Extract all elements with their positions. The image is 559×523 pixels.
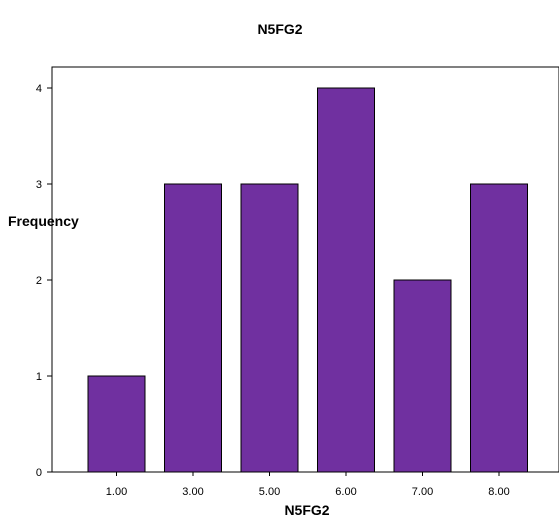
bars — [87, 87, 528, 473]
plot-area-frame — [51, 66, 559, 473]
y-tick-label: 2 — [36, 275, 42, 287]
bar-3.00 — [164, 183, 222, 473]
y-tick-label: 1 — [36, 371, 42, 383]
y-axis-ticks: 0 1 2 3 4 — [36, 83, 52, 479]
x-tick-label: 1.00 — [106, 486, 127, 498]
bar-5.00 — [240, 183, 299, 473]
x-tick-label: 6.00 — [335, 486, 356, 498]
y-axis-label: Frequency — [8, 213, 79, 229]
x-axis-ticks: 1.00 3.00 5.00 6.00 7.00 8.00 — [106, 472, 510, 498]
y-tick-label: 4 — [36, 83, 42, 95]
bar-6.00 — [317, 87, 375, 473]
bar-7.00 — [393, 279, 452, 473]
chart-title: N5FG2 — [257, 21, 302, 37]
x-tick-label: 5.00 — [259, 486, 280, 498]
x-axis-label: N5FG2 — [284, 502, 329, 518]
y-tick-label: 0 — [36, 467, 42, 479]
x-tick-label: 3.00 — [182, 486, 203, 498]
y-tick-label: 3 — [36, 179, 42, 191]
x-tick-label: 8.00 — [488, 486, 509, 498]
x-tick-label: 7.00 — [412, 486, 433, 498]
bar-8.00 — [470, 183, 528, 473]
bar-1.00 — [87, 375, 146, 473]
